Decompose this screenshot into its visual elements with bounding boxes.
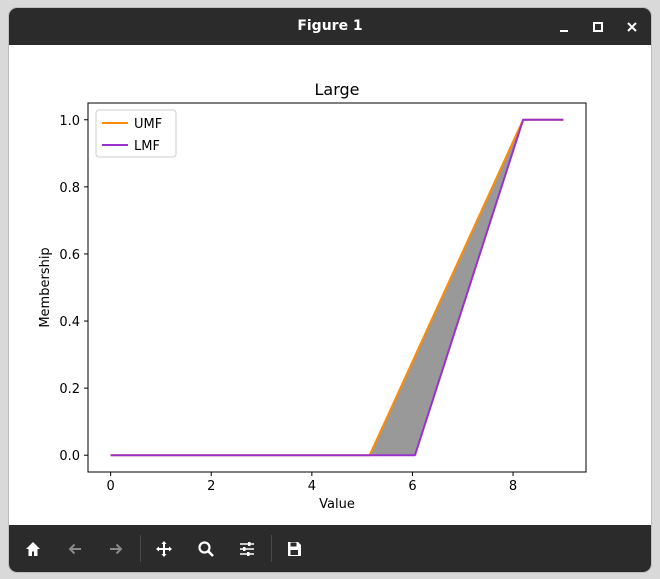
series-line-lmf [110,118,564,457]
x-tick-label: 4 [308,479,316,494]
configure-subplots-icon [240,542,254,556]
zoom-button[interactable] [194,537,218,561]
x-tick-label: 2 [207,479,215,494]
figure-canvas: 0 2 4 6 8 0.0 0.2 0.4 0.6 0.8 1.0 Large Value Mem… [9,45,651,525]
series-line-umf [110,118,564,457]
x-tick-label: 0 [106,479,114,494]
y-tick-label: 0.0 [59,449,80,464]
home-icon [26,542,40,556]
legend-entry-label: LMF [134,139,160,154]
close-icon [627,22,637,32]
pan-button[interactable] [152,537,176,561]
figure-window: Figure 1 0 2 4 6 8 0.0 0.2 0.4 0.6 0.8 1.0 Large … [9,8,651,572]
forward-button[interactable] [104,537,128,561]
toolbar-separator [271,535,272,562]
x-axis-label: Value [319,497,355,512]
zoom-magnifier-icon [198,541,214,557]
window-title: Figure 1 [297,18,363,34]
y-tick-label: 0.4 [59,315,80,330]
toolbar-separator [140,535,141,562]
title-bar: Figure 1 [9,8,651,45]
x-tick-label: 8 [509,479,517,494]
minimize-button[interactable] [554,17,574,37]
fill-between-area [110,119,564,456]
save-floppy-icon [288,542,301,556]
maximize-icon [593,22,603,32]
save-button[interactable] [282,537,306,561]
back-arrow-icon [68,543,81,555]
legend-entry-label: UMF [134,117,162,132]
axes-frame [87,102,587,473]
legend: UMF LMF [95,109,177,158]
maximize-button[interactable] [588,17,608,37]
y-tick-label: 1.0 [59,114,80,129]
forward-arrow-icon [110,543,123,555]
home-button[interactable] [21,537,45,561]
y-tick-label: 0.8 [59,181,80,196]
x-tick-label: 6 [408,479,416,494]
chart-title: Large [314,80,359,99]
y-axis-label: Membership [38,247,53,327]
navigation-toolbar [9,525,651,572]
chart: 0 2 4 6 8 0.0 0.2 0.4 0.6 0.8 1.0 Large Value Mem… [38,80,587,512]
pan-move-icon [156,541,172,557]
y-tick-label: 0.2 [59,382,80,397]
close-button[interactable] [622,17,642,37]
y-tick-label: 0.6 [59,248,80,263]
back-button[interactable] [63,537,87,561]
configure-subplots-button[interactable] [235,537,259,561]
minimize-icon [560,30,568,32]
